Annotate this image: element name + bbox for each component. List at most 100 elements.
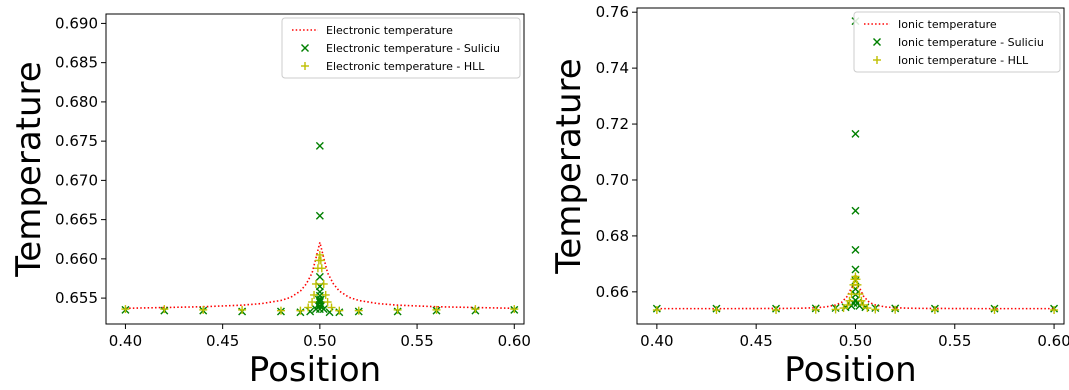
y-tick-label: 0.70 bbox=[596, 171, 629, 189]
y-tick-label: 0.690 bbox=[55, 14, 98, 32]
data-point bbox=[276, 306, 285, 315]
data-point bbox=[315, 305, 324, 314]
data-point bbox=[871, 305, 880, 314]
data-point bbox=[510, 305, 519, 314]
y-tick-label: 0.76 bbox=[596, 3, 629, 21]
x-axis-title: Position bbox=[249, 350, 381, 390]
data-point-stroke-b bbox=[851, 129, 860, 138]
data-point bbox=[847, 290, 856, 299]
legend-entry: Ionic temperature bbox=[864, 18, 997, 31]
data-point bbox=[315, 301, 324, 310]
data-point bbox=[811, 305, 820, 314]
data-point bbox=[843, 300, 852, 309]
x-tick-label: 0.55 bbox=[938, 332, 971, 350]
data-point bbox=[316, 256, 325, 265]
data-point bbox=[652, 306, 661, 315]
y-tick-label: 0.74 bbox=[596, 59, 629, 77]
legend-label: Electronic temperature - HLL bbox=[326, 60, 485, 73]
y-tick-label: 0.655 bbox=[55, 289, 98, 307]
data-point bbox=[335, 306, 344, 315]
y-tick-label: 0.68 bbox=[596, 227, 629, 245]
legend-entry: Ionic temperature - HLL bbox=[873, 54, 1029, 67]
plot-frame bbox=[636, 7, 1065, 325]
y-tick-label: 0.72 bbox=[596, 115, 629, 133]
x-tick-label: 0.50 bbox=[839, 332, 872, 350]
y-tick-label: 0.675 bbox=[55, 132, 98, 150]
y-tick-label: 0.670 bbox=[55, 171, 98, 189]
data-point bbox=[852, 275, 861, 284]
legend-label: Ionic temperature - HLL bbox=[898, 54, 1029, 67]
legend: Ionic temperature Ionic temperature - Sul… bbox=[853, 11, 1061, 73]
x-tick-label: 0.40 bbox=[640, 332, 673, 350]
legend-swatch bbox=[873, 38, 881, 46]
data-point bbox=[393, 305, 402, 314]
legend-swatch bbox=[301, 62, 309, 70]
data-point bbox=[304, 303, 313, 312]
series-line bbox=[125, 242, 515, 310]
legend-box bbox=[853, 11, 1061, 73]
ionic-temperature-panel: 0.40 0.45 0.50 0.55 0.60 0.66 0.68 0.70 0.72 0.7… bbox=[549, 3, 1069, 390]
data-point bbox=[296, 306, 305, 315]
data-point bbox=[315, 250, 324, 259]
data-point bbox=[199, 305, 208, 314]
legend-box bbox=[281, 17, 521, 79]
data-point bbox=[310, 290, 319, 299]
y-tick-label: 0.665 bbox=[55, 211, 98, 229]
series-1 bbox=[125, 242, 515, 310]
data-point-stroke-b bbox=[315, 211, 324, 220]
data-point bbox=[831, 305, 840, 314]
data-point bbox=[121, 305, 130, 314]
data-point-stroke-b bbox=[315, 301, 324, 310]
y-axis-title: Temperature bbox=[549, 58, 589, 274]
data-point bbox=[851, 129, 860, 138]
y-tick-label: 0.660 bbox=[55, 250, 98, 268]
data-point bbox=[321, 290, 330, 299]
legend-swatch bbox=[873, 56, 881, 64]
data-point bbox=[851, 245, 860, 254]
data-point-stroke-b bbox=[315, 141, 324, 150]
data-point bbox=[855, 290, 864, 299]
series-3 bbox=[121, 250, 519, 315]
legend-entry: Electronic temperature bbox=[292, 24, 453, 37]
plot-frame bbox=[105, 13, 525, 325]
data-point bbox=[238, 305, 247, 314]
x-tick-label: 0.60 bbox=[498, 332, 531, 350]
legend-label: Electronic temperature - Suliciu bbox=[326, 42, 500, 55]
electronic-temperature-panel: 0.40 0.45 0.50 0.55 0.60 0.655 0.660 0.665 0.67… bbox=[9, 13, 531, 390]
x-tick-label: 0.45 bbox=[739, 332, 772, 350]
data-point bbox=[853, 280, 862, 289]
data-point bbox=[323, 298, 332, 307]
data-point bbox=[851, 265, 860, 274]
y-tick-label: 0.685 bbox=[55, 54, 98, 72]
data-point-stroke-b bbox=[851, 245, 860, 254]
data-point bbox=[308, 298, 317, 307]
data-point bbox=[327, 303, 336, 312]
data-point-stroke-b bbox=[851, 265, 860, 274]
series-3 bbox=[652, 272, 1059, 315]
data-point bbox=[317, 264, 326, 273]
x-tick-label: 0.45 bbox=[206, 332, 239, 350]
data-point bbox=[315, 211, 324, 220]
data-point bbox=[471, 305, 480, 314]
y-tick-label: 0.680 bbox=[55, 93, 98, 111]
data-point-stroke-b bbox=[315, 272, 324, 281]
data-point-stroke-b bbox=[306, 307, 315, 316]
data-point-stroke-b bbox=[317, 301, 326, 310]
data-point bbox=[891, 305, 900, 314]
data-point bbox=[432, 305, 441, 314]
legend-entry: Electronic temperature - Suliciu bbox=[301, 42, 500, 55]
legend-label: Ionic temperature - Suliciu bbox=[898, 36, 1044, 49]
data-point bbox=[160, 305, 169, 314]
y-tick-label: 0.66 bbox=[596, 283, 629, 301]
x-tick-label: 0.40 bbox=[109, 332, 142, 350]
data-point bbox=[712, 306, 721, 315]
x-tick-label: 0.50 bbox=[303, 332, 336, 350]
y-axis-title: Temperature bbox=[9, 61, 49, 277]
legend-entry: Electronic temperature - HLL bbox=[301, 60, 485, 73]
x-axis-title: Position bbox=[784, 350, 916, 390]
legend-label: Ionic temperature bbox=[898, 18, 997, 31]
legend-swatch bbox=[301, 44, 309, 52]
data-point bbox=[1050, 306, 1059, 315]
data-point bbox=[857, 296, 866, 305]
